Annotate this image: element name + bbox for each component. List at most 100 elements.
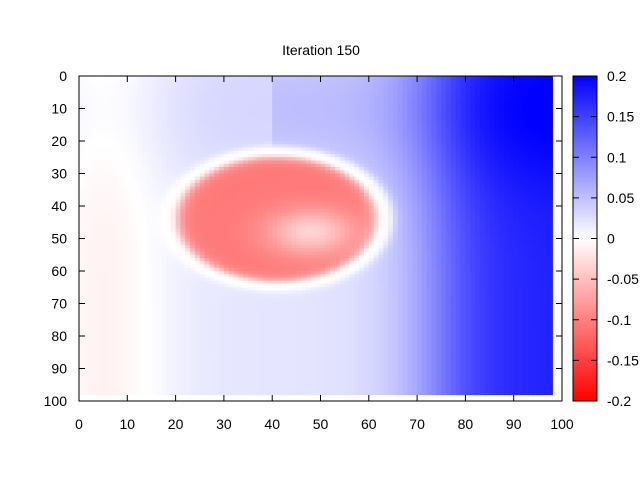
- heatmap-cell: [165, 222, 172, 227]
- heatmap-cell: [349, 196, 355, 201]
- heatmap-cell: [175, 186, 182, 191]
- heatmap-cell: [214, 118, 220, 123]
- heatmap-cell: [508, 238, 515, 243]
- heatmap-cell: [238, 89, 244, 93]
- heatmap-cell: [209, 235, 215, 240]
- heatmap-cell: [330, 232, 336, 236]
- heatmap-cell: [257, 102, 264, 106]
- heatmap-cell: [165, 219, 172, 223]
- heatmap-cell: [151, 111, 157, 116]
- heatmap-cell: [441, 89, 447, 93]
- heatmap-cell: [523, 196, 529, 201]
- heatmap-cell: [98, 199, 104, 204]
- heatmap-cell: [257, 238, 264, 243]
- heatmap-cell: [233, 167, 239, 171]
- heatmap-cell: [306, 111, 312, 116]
- heatmap-cell: [175, 121, 182, 126]
- heatmap-cell: [334, 144, 341, 149]
- heatmap-cell: [397, 85, 404, 90]
- heatmap-cell: [518, 209, 524, 214]
- heatmap-cell: [165, 98, 172, 103]
- heatmap-cell: [528, 111, 534, 116]
- heatmap-cell: [508, 209, 515, 214]
- heatmap-cell: [470, 115, 476, 119]
- heatmap-cell: [392, 228, 399, 233]
- heatmap-cell: [383, 111, 389, 116]
- heatmap-cell: [368, 79, 375, 84]
- heatmap-cell: [359, 173, 365, 178]
- heatmap-cell: [320, 95, 326, 100]
- heatmap-cell: [547, 157, 553, 162]
- heatmap-cell: [296, 121, 302, 126]
- heatmap-cell: [103, 215, 109, 220]
- heatmap-cell: [339, 206, 346, 210]
- heatmap-cell: [98, 89, 104, 93]
- heatmap-cell: [392, 137, 399, 142]
- heatmap-cell: [146, 85, 153, 90]
- heatmap-cell: [127, 137, 133, 142]
- heatmap-cell: [431, 235, 438, 240]
- heatmap-cell: [465, 111, 471, 116]
- heatmap-cell: [489, 147, 495, 152]
- heatmap-cell: [528, 115, 534, 119]
- heatmap-cell: [513, 225, 520, 230]
- heatmap-cell: [238, 163, 244, 168]
- heatmap-cell: [363, 180, 370, 184]
- heatmap-cell: [359, 180, 365, 184]
- heatmap-cell: [465, 134, 471, 139]
- heatmap-cell: [460, 98, 466, 103]
- heatmap-cell: [523, 82, 529, 87]
- heatmap-cell: [310, 232, 317, 236]
- heatmap-cell: [122, 121, 128, 126]
- heatmap-cell: [320, 131, 326, 136]
- heatmap-cell: [306, 186, 312, 191]
- heatmap-cell: [417, 215, 423, 220]
- heatmap-cell: [291, 98, 297, 103]
- heatmap-cell: [407, 228, 413, 233]
- heatmap-cell: [359, 219, 365, 223]
- heatmap-cell: [141, 209, 148, 214]
- heatmap-cell: [518, 92, 524, 97]
- heatmap-cell: [354, 215, 360, 220]
- heatmap-cell: [484, 105, 491, 110]
- heatmap-cell: [223, 150, 230, 155]
- heatmap-cell: [446, 232, 452, 236]
- heatmap-cell: [363, 232, 370, 236]
- heatmap-cell: [494, 105, 500, 110]
- heatmap-cell: [194, 98, 201, 103]
- heatmap-cell: [441, 238, 447, 243]
- heatmap-cell: [219, 154, 225, 158]
- heatmap-cell: [98, 163, 104, 168]
- heatmap-cell: [223, 186, 230, 191]
- heatmap-cell: [397, 128, 404, 132]
- heatmap-cell: [349, 95, 355, 100]
- heatmap-cell: [349, 193, 355, 197]
- heatmap-cell: [373, 108, 380, 113]
- heatmap-cell: [286, 124, 293, 129]
- heatmap-cell: [252, 154, 259, 158]
- heatmap-cell: [344, 235, 351, 240]
- heatmap-cell: [542, 111, 549, 116]
- heatmap-cell: [455, 105, 462, 110]
- heatmap-cell: [436, 98, 442, 103]
- heatmap-cell: [117, 199, 124, 204]
- heatmap-cell: [339, 180, 346, 184]
- heatmap-cell: [479, 219, 486, 223]
- heatmap-cell: [484, 144, 491, 149]
- heatmap-cell: [117, 173, 124, 178]
- heatmap-cell: [252, 105, 259, 110]
- heatmap-cell: [190, 222, 196, 227]
- heatmap-cell: [388, 196, 394, 201]
- heatmap-cell: [267, 118, 273, 123]
- heatmap-cell: [431, 89, 438, 93]
- heatmap-cell: [151, 173, 157, 178]
- heatmap-cell: [306, 76, 312, 80]
- heatmap-cell: [407, 118, 413, 123]
- heatmap-cell: [83, 154, 90, 158]
- heatmap-cell: [180, 82, 186, 87]
- heatmap-cell: [132, 163, 138, 168]
- heatmap-cell: [141, 150, 148, 155]
- heatmap-cell: [132, 124, 138, 129]
- heatmap-cell: [243, 121, 249, 126]
- heatmap-cell: [417, 163, 423, 168]
